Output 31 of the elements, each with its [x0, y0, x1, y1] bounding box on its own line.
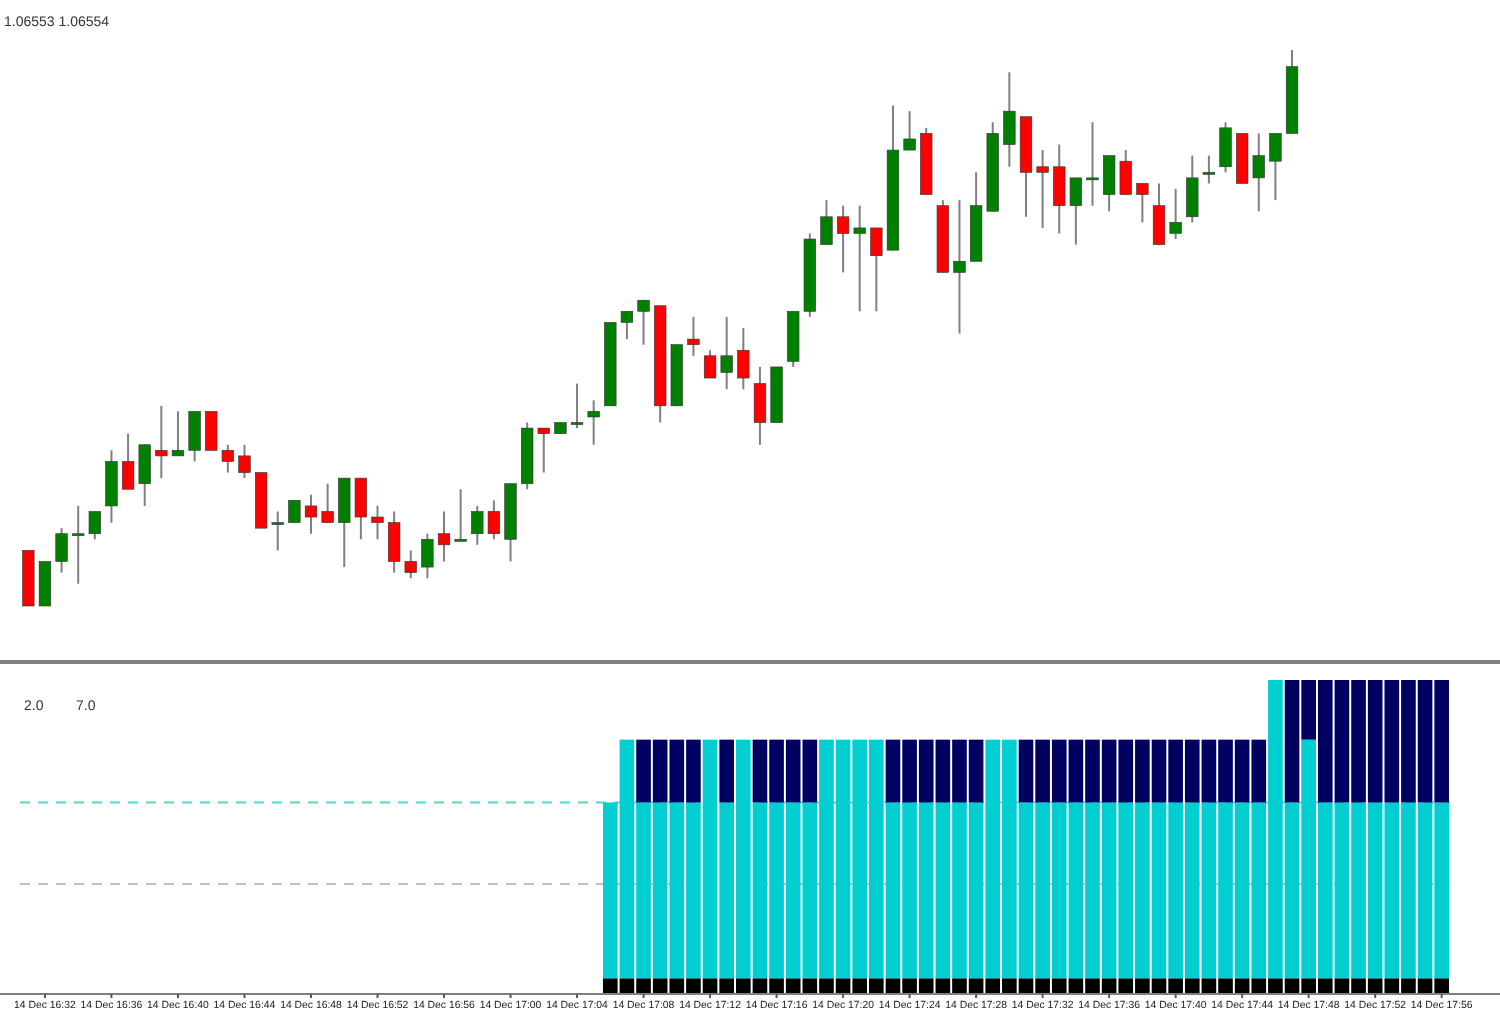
candlestick [1186, 154, 1199, 224]
candlestick [1152, 182, 1166, 246]
candlestick [753, 365, 767, 446]
candlestick [371, 504, 384, 541]
candlestick [637, 299, 650, 346]
candlestick [105, 449, 118, 524]
candlestick [953, 199, 966, 335]
candlestick [1202, 154, 1216, 185]
candlestick [421, 532, 434, 580]
candlestick [1086, 121, 1099, 207]
candlestick [737, 327, 750, 391]
candlestick [304, 493, 318, 535]
candlestick [454, 488, 467, 542]
candlestick [587, 399, 600, 446]
candlestick [238, 443, 251, 480]
candlestick [55, 527, 68, 574]
candlestick [1003, 71, 1016, 168]
candlestick [1169, 188, 1182, 241]
candlestick [1219, 121, 1232, 174]
candlestick [570, 382, 584, 430]
bar [719, 739, 734, 803]
candlestick [321, 482, 334, 524]
candlestick [437, 510, 451, 563]
candlestick [903, 110, 916, 152]
candlestick [1036, 149, 1049, 229]
candlestick [188, 410, 201, 463]
candlestick [820, 199, 833, 246]
candlestick [687, 315, 700, 357]
candlestick [1136, 182, 1149, 224]
candlestick [288, 499, 301, 524]
candlestick [1269, 132, 1282, 202]
